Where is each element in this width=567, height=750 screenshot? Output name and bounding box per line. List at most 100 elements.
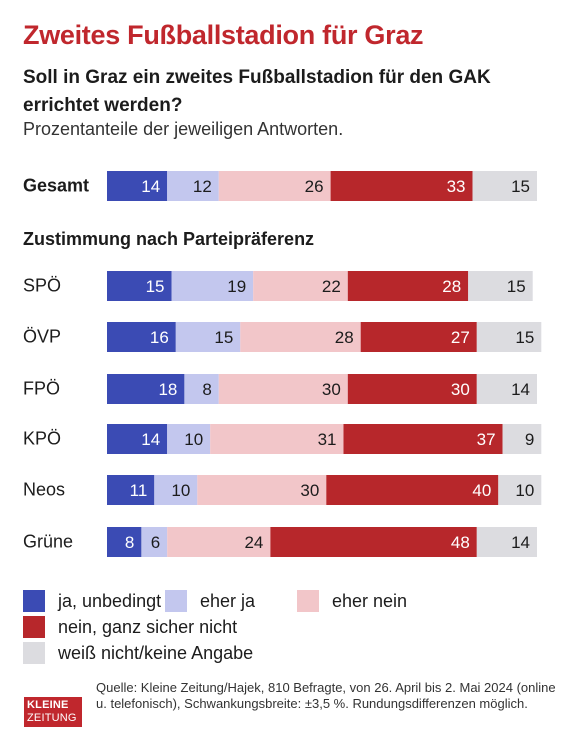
data-label: 31	[318, 430, 337, 449]
bar-segment	[107, 171, 168, 201]
bar-segment	[154, 475, 198, 505]
legend-swatch	[23, 616, 45, 638]
data-label: 15	[146, 277, 165, 296]
data-label: 14	[141, 430, 160, 449]
data-label: 19	[227, 277, 246, 296]
bar-segment	[107, 374, 185, 404]
bar-segment	[326, 475, 499, 505]
data-label: 28	[442, 277, 461, 296]
data-label: 14	[141, 177, 160, 196]
data-label: 10	[515, 481, 534, 500]
data-label: 15	[214, 328, 233, 347]
data-label: 15	[511, 177, 530, 196]
data-label: 22	[322, 277, 341, 296]
row-label: Gesamt	[23, 175, 90, 196]
data-label: 12	[193, 177, 212, 196]
data-label: 30	[322, 380, 341, 399]
data-label: 48	[451, 533, 470, 552]
data-label: 28	[335, 328, 354, 347]
data-label: 18	[158, 380, 177, 399]
row-label: ÖVP	[23, 326, 62, 347]
chart-title: Zweites Fußballstadion für Graz	[23, 20, 424, 50]
data-label: 26	[305, 177, 324, 196]
bar-segment	[476, 374, 537, 404]
row-label: FPÖ	[23, 378, 61, 399]
source-note: Quelle: Kleine Zeitung/Hajek, 810 Befrag…	[96, 680, 556, 711]
bar-segment	[107, 527, 142, 557]
bar-segment	[171, 271, 254, 301]
data-label: 14	[511, 533, 530, 552]
bar-segment	[167, 171, 219, 201]
kleine-zeitung-logo: KLEINE ZEITUNG	[24, 697, 82, 727]
row-label: Neos	[23, 479, 66, 500]
chart-note: Prozentanteile der jeweiligen Antworten.	[23, 119, 344, 139]
bar-segment	[253, 271, 348, 301]
data-label: 27	[451, 328, 470, 347]
bar-segment	[502, 424, 542, 454]
data-label: 24	[244, 533, 263, 552]
bar-segment	[343, 424, 503, 454]
bar-segment	[476, 527, 537, 557]
legend-item: ja, unbedingt	[23, 590, 161, 612]
data-label: 10	[171, 481, 190, 500]
legend-swatch	[23, 590, 45, 612]
data-label: 8	[125, 533, 134, 552]
bar-segment	[360, 322, 477, 352]
legend-swatch	[297, 590, 319, 612]
legend-item: eher ja	[165, 590, 255, 612]
bar-segment	[197, 475, 327, 505]
bar-segment	[240, 322, 361, 352]
bar-segment	[472, 171, 537, 201]
data-label: 11	[130, 481, 148, 500]
legend-label: nein, ganz sicher nicht	[58, 616, 238, 637]
legend-label: weiß nicht/keine Angabe	[58, 642, 254, 663]
data-label: 10	[184, 430, 203, 449]
bar-segment	[167, 527, 271, 557]
bar-segment	[468, 271, 533, 301]
legend-item: nein, ganz sicher nicht	[23, 616, 237, 638]
bar-segment	[107, 424, 168, 454]
bar-segment	[175, 322, 241, 352]
bar-segment	[167, 424, 211, 454]
bar-segment	[218, 171, 331, 201]
bar-segment	[107, 475, 155, 505]
section-label: Zustimmung nach Parteipräferenz	[23, 229, 315, 249]
data-label: 33	[447, 177, 466, 196]
bar-segment	[270, 527, 477, 557]
legend-swatch	[165, 590, 187, 612]
legend-swatch	[23, 642, 45, 664]
bar-segment	[184, 374, 219, 404]
data-label: 9	[525, 430, 534, 449]
bar-segment	[107, 322, 176, 352]
data-label: 40	[472, 481, 491, 500]
bar-segment	[210, 424, 344, 454]
stacked-bar-chart: 14 12 26 33 15 15 19 22 28 15 16 15 28 27 15 18 8 30 30 14 1…	[107, 171, 542, 557]
row-label: KPÖ	[23, 428, 62, 449]
data-label: 15	[515, 328, 534, 347]
data-label: 14	[511, 380, 530, 399]
data-label: 6	[151, 533, 160, 552]
legend-label: ja, unbedingt	[58, 590, 162, 611]
data-label: 30	[300, 481, 319, 500]
chart-subtitle: Soll in Graz ein zweites Fußballstadion …	[23, 67, 491, 116]
legend-item: eher nein	[297, 590, 407, 612]
data-label: 15	[507, 277, 526, 296]
bar-segment	[141, 527, 168, 557]
data-label: 8	[202, 380, 211, 399]
row-label: Grüne	[23, 531, 74, 552]
bar-segment	[347, 374, 477, 404]
bar-segment	[107, 271, 172, 301]
bar-segment	[347, 271, 469, 301]
logo-line-2: ZEITUNG	[27, 712, 77, 724]
legend-item: weiß nicht/keine Angabe	[23, 642, 253, 664]
data-label: 37	[477, 430, 496, 449]
data-label: 30	[451, 380, 470, 399]
bar-segment	[476, 322, 542, 352]
data-label: 16	[150, 328, 169, 347]
row-label: SPÖ	[23, 275, 62, 296]
logo-line-1: KLEINE	[27, 699, 69, 711]
bar-segment	[330, 171, 473, 201]
legend-label: eher ja	[200, 590, 256, 611]
bar-segment	[498, 475, 542, 505]
legend-label: eher nein	[332, 590, 408, 611]
